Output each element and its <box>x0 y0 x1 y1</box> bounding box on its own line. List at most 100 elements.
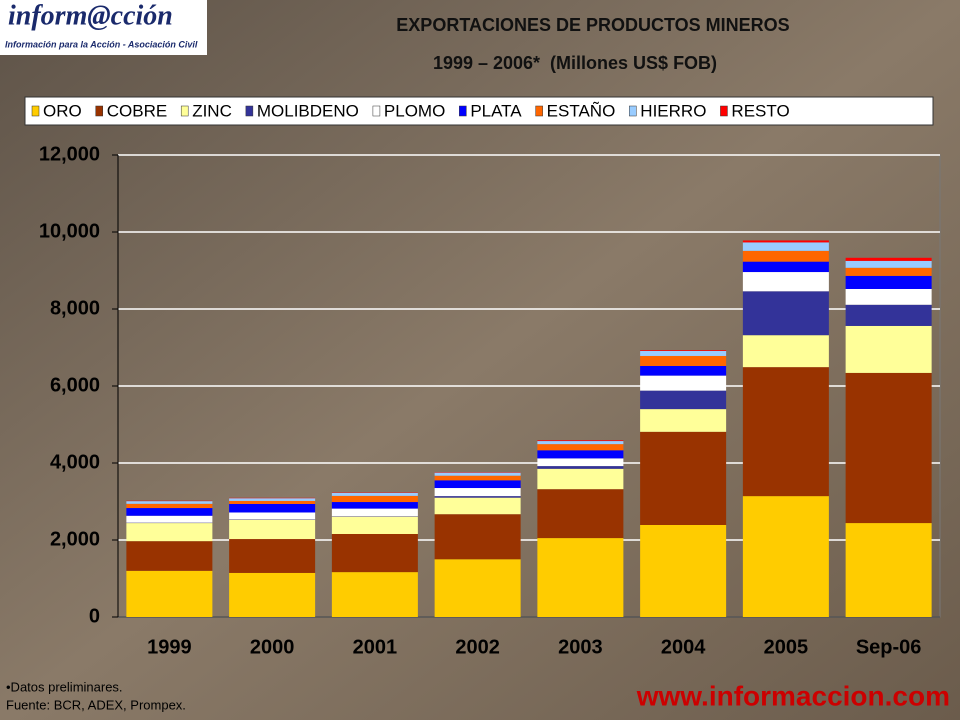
bar-segment <box>743 240 829 242</box>
bar-segment <box>435 473 521 476</box>
legend-swatch <box>32 106 39 116</box>
bar-segment <box>229 539 315 573</box>
bar-segment <box>126 541 212 571</box>
bar-segment <box>846 523 932 617</box>
bar-segment <box>229 501 315 504</box>
bar-segment <box>537 450 623 458</box>
bar-segment <box>229 504 315 512</box>
bar-segment <box>332 517 418 534</box>
bar-segment <box>435 480 521 488</box>
footnote: Fuente: BCR, ADEX, Prompex. <box>6 697 186 712</box>
bar-segment <box>846 258 932 261</box>
bar-segment <box>435 559 521 617</box>
bar-segment <box>126 508 212 516</box>
legend-label: MOLIBDENO <box>257 101 359 120</box>
bar-segment <box>640 432 726 525</box>
bar-segment <box>229 512 315 519</box>
bar-segment <box>126 571 212 617</box>
bar-segment <box>537 440 623 441</box>
legend-swatch <box>181 106 188 116</box>
bar-segment <box>435 476 521 481</box>
bar-segment <box>537 444 623 450</box>
legend-label: RESTO <box>731 101 789 120</box>
bar-segment <box>126 523 212 541</box>
bar-segment <box>846 305 932 326</box>
bar-segment <box>229 573 315 617</box>
bar-segment <box>537 466 623 469</box>
bar-segment <box>332 502 418 509</box>
chart-title: EXPORTACIONES DE PRODUCTOS MINEROS <box>396 15 789 35</box>
y-tick-label: 12,000 <box>39 143 100 165</box>
bar-segment <box>640 409 726 432</box>
legend-swatch <box>96 106 103 116</box>
bar-segment <box>126 501 212 504</box>
bar-segment <box>743 496 829 617</box>
bar-segment <box>640 376 726 391</box>
y-tick-label: 6,000 <box>50 374 100 396</box>
bar-segment <box>126 504 212 508</box>
bar-segment <box>640 350 726 351</box>
footnote: •Datos preliminares. <box>6 679 123 694</box>
x-tick-label: 2005 <box>764 636 809 658</box>
chart-subtitle: 1999 – 2006* (Millones US$ FOB) <box>433 53 717 73</box>
bar-segment <box>640 391 726 409</box>
legend-swatch <box>373 106 380 116</box>
logo-name: inform@cción <box>8 0 173 31</box>
legend-label: COBRE <box>107 101 167 120</box>
bar-segment <box>126 516 212 523</box>
y-tick-label: 10,000 <box>39 220 100 242</box>
bar-segment <box>743 272 829 291</box>
bar-segment <box>332 572 418 617</box>
x-tick-label: Sep-06 <box>856 636 922 658</box>
logo-tagline: Información para la Acción - Asociación … <box>5 39 198 49</box>
legend-label: ZINC <box>192 101 232 120</box>
legend-label: PLOMO <box>384 101 445 120</box>
bar-segment <box>846 326 932 373</box>
y-tick-label: 4,000 <box>50 451 100 473</box>
bar-segment <box>537 441 623 444</box>
y-tick-label: 8,000 <box>50 297 100 319</box>
bar-segment <box>743 262 829 272</box>
legend-swatch <box>629 106 636 116</box>
bar-segment <box>846 276 932 289</box>
legend-swatch <box>720 106 727 116</box>
bar-segment <box>640 525 726 617</box>
legend-swatch <box>459 106 466 116</box>
bar-segment <box>537 489 623 538</box>
legend-label: HIERRO <box>640 101 706 120</box>
bar-segment <box>846 261 932 268</box>
legend-label: ESTAÑO <box>547 101 616 120</box>
bar-segment <box>537 469 623 489</box>
legend-label: ORO <box>43 101 82 120</box>
x-tick-label: 2001 <box>353 636 398 658</box>
bar-segment <box>332 493 418 496</box>
x-tick-label: 2004 <box>661 636 706 658</box>
bar-segment <box>229 498 315 501</box>
bar-segment <box>332 509 418 517</box>
x-tick-label: 2003 <box>558 636 603 658</box>
bar-segment <box>537 458 623 466</box>
bar-segment <box>435 498 521 515</box>
bar-segment <box>435 514 521 559</box>
bar-segment <box>743 367 829 496</box>
bar-segment <box>229 520 315 539</box>
bar-segment <box>537 538 623 617</box>
legend-label: PLATA <box>470 101 522 120</box>
bar-segment <box>743 335 829 367</box>
y-tick-label: 2,000 <box>50 528 100 550</box>
x-tick-label: 1999 <box>147 636 192 658</box>
x-tick-label: 2002 <box>455 636 500 658</box>
legend-swatch <box>246 106 253 116</box>
bar-segment <box>846 268 932 276</box>
bar-segment <box>743 242 829 250</box>
url: www.informaccion.com <box>636 680 950 711</box>
bar-segment <box>332 534 418 572</box>
bar-segment <box>846 373 932 523</box>
x-tick-label: 2000 <box>250 636 295 658</box>
bar-segment <box>332 496 418 502</box>
y-tick-label: 0 <box>89 605 100 627</box>
bar-segment <box>743 251 829 262</box>
bar-segment <box>743 291 829 335</box>
legend-swatch <box>536 106 543 116</box>
